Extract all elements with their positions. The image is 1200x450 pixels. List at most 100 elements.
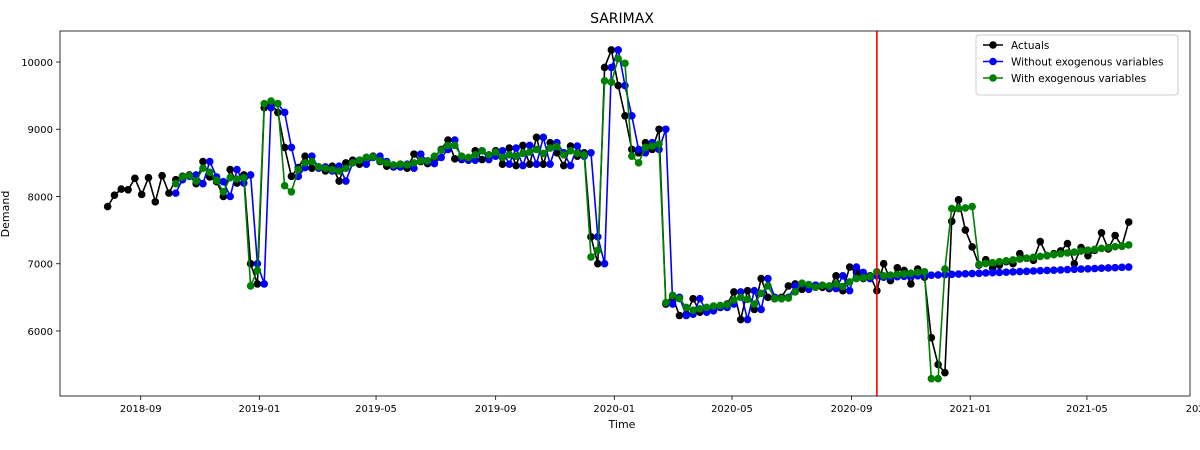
data-point-without-exogenous-variables (988, 268, 997, 277)
data-point-with-exogenous-variables (920, 268, 929, 276)
data-point-actuals (519, 141, 527, 150)
data-point-actuals (954, 196, 963, 204)
data-point-with-exogenous-variables (382, 159, 391, 167)
data-point-with-exogenous-variables (546, 144, 554, 152)
data-point-actuals (961, 226, 970, 234)
data-point-without-exogenous-variables (519, 161, 527, 170)
data-point-with-exogenous-variables (519, 149, 527, 158)
data-point-actuals (226, 165, 234, 174)
data-point-without-exogenous-variables (342, 177, 350, 185)
data-point-without-exogenous-variables (260, 280, 269, 288)
data-point-with-exogenous-variables (1097, 244, 1106, 253)
data-point-without-exogenous-variables (600, 259, 609, 268)
data-point-actuals (532, 133, 541, 142)
data-point-with-exogenous-variables (559, 150, 568, 159)
data-point-with-exogenous-variables (743, 295, 752, 304)
data-point-without-exogenous-variables (1002, 268, 1011, 276)
data-point-without-exogenous-variables (219, 177, 228, 186)
data-point-actuals (1063, 239, 1072, 248)
data-point-with-exogenous-variables (505, 150, 514, 159)
data-point-with-exogenous-variables (342, 164, 350, 173)
data-point-with-exogenous-variables (1002, 257, 1011, 265)
data-point-actuals (941, 368, 949, 377)
data-point-actuals (750, 305, 759, 314)
data-point-with-exogenous-variables (267, 97, 275, 105)
data-point-actuals (587, 233, 595, 241)
data-point-with-exogenous-variables (818, 281, 827, 290)
data-point-without-exogenous-variables (682, 311, 691, 320)
data-point-without-exogenous-variables (845, 286, 854, 295)
x-tick-label: 2019-05 (355, 404, 397, 415)
data-point-with-exogenous-variables (907, 269, 915, 277)
data-point-actuals (655, 125, 663, 134)
data-point-with-exogenous-variables (498, 153, 507, 162)
legend-marker (989, 74, 997, 82)
data-point-without-exogenous-variables (1097, 264, 1106, 273)
data-point-without-exogenous-variables (927, 271, 936, 280)
data-point-with-exogenous-variables (675, 294, 684, 303)
data-point-without-exogenous-variables (233, 165, 241, 174)
data-point-with-exogenous-variables (171, 179, 180, 188)
data-point-actuals (784, 282, 793, 290)
data-point-actuals (1016, 249, 1024, 258)
data-point-actuals (1084, 251, 1092, 260)
data-point-actuals (675, 311, 684, 320)
data-point-with-exogenous-variables (804, 280, 813, 289)
data-point-with-exogenous-variables (927, 374, 936, 383)
data-point-with-exogenous-variables (716, 301, 725, 310)
data-point-with-exogenous-variables (839, 282, 847, 291)
y-tick-label: 8000 (28, 192, 53, 203)
data-point-without-exogenous-variables (1104, 264, 1113, 272)
legend-marker (989, 41, 997, 49)
data-point-actuals (478, 155, 486, 164)
data-point-with-exogenous-variables (192, 177, 200, 185)
data-point-without-exogenous-variables (539, 133, 548, 142)
data-point-without-exogenous-variables (587, 148, 595, 157)
data-point-with-exogenous-variables (239, 173, 248, 182)
data-point-without-exogenous-variables (1029, 267, 1038, 275)
data-point-with-exogenous-variables (1063, 249, 1072, 257)
data-point-with-exogenous-variables (777, 294, 786, 303)
data-point-with-exogenous-variables (471, 150, 480, 159)
data-point-with-exogenous-variables (634, 159, 643, 167)
data-point-with-exogenous-variables (682, 303, 691, 312)
data-point-with-exogenous-variables (328, 165, 337, 174)
data-point-actuals (451, 155, 459, 163)
data-point-with-exogenous-variables (416, 157, 425, 165)
data-point-actuals (246, 259, 255, 268)
data-point-without-exogenous-variables (308, 152, 316, 160)
data-point-actuals (410, 150, 418, 158)
data-point-with-exogenous-variables (1084, 246, 1092, 255)
data-point-with-exogenous-variables (1104, 243, 1113, 252)
data-point-without-exogenous-variables (981, 269, 990, 277)
data-point-with-exogenous-variables (988, 258, 997, 267)
x-tick-label: 2021-05 (1066, 404, 1108, 415)
data-point-with-exogenous-variables (730, 296, 738, 304)
data-point-actuals (907, 280, 915, 288)
data-point-with-exogenous-variables (628, 152, 636, 160)
data-point-with-exogenous-variables (784, 294, 793, 302)
data-point-actuals (117, 185, 126, 193)
data-point-with-exogenous-variables (253, 266, 262, 275)
data-point-with-exogenous-variables (314, 163, 323, 171)
data-point-without-exogenous-variables (995, 268, 1004, 277)
data-point-with-exogenous-variables (587, 253, 595, 261)
data-point-with-exogenous-variables (246, 282, 255, 290)
data-point-actuals (131, 174, 139, 183)
data-point-without-exogenous-variables (1084, 264, 1092, 273)
data-point-with-exogenous-variables (1009, 256, 1017, 264)
data-point-with-exogenous-variables (294, 165, 303, 174)
data-point-with-exogenous-variables (274, 99, 282, 108)
data-point-without-exogenous-variables (1056, 266, 1065, 274)
data-point-actuals (124, 185, 132, 194)
data-point-without-exogenous-variables (1090, 264, 1099, 273)
data-point-with-exogenous-variables (621, 59, 629, 68)
data-point-with-exogenous-variables (539, 149, 548, 158)
data-point-with-exogenous-variables (1016, 255, 1024, 263)
data-point-without-exogenous-variables (267, 103, 275, 112)
data-point-actuals (893, 263, 902, 272)
data-point-without-exogenous-variables (498, 146, 507, 155)
data-point-actuals (736, 315, 745, 324)
data-point-with-exogenous-variables (641, 143, 650, 152)
